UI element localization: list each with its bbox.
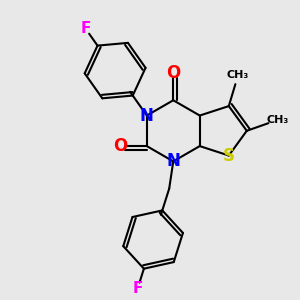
Text: CH₃: CH₃ xyxy=(266,115,288,125)
Text: F: F xyxy=(80,21,91,36)
Text: O: O xyxy=(166,64,180,82)
Text: F: F xyxy=(132,281,143,296)
Text: N: N xyxy=(166,152,180,170)
Text: N: N xyxy=(140,106,154,124)
Text: S: S xyxy=(223,146,235,164)
Text: O: O xyxy=(112,137,127,155)
Text: CH₃: CH₃ xyxy=(227,70,249,80)
